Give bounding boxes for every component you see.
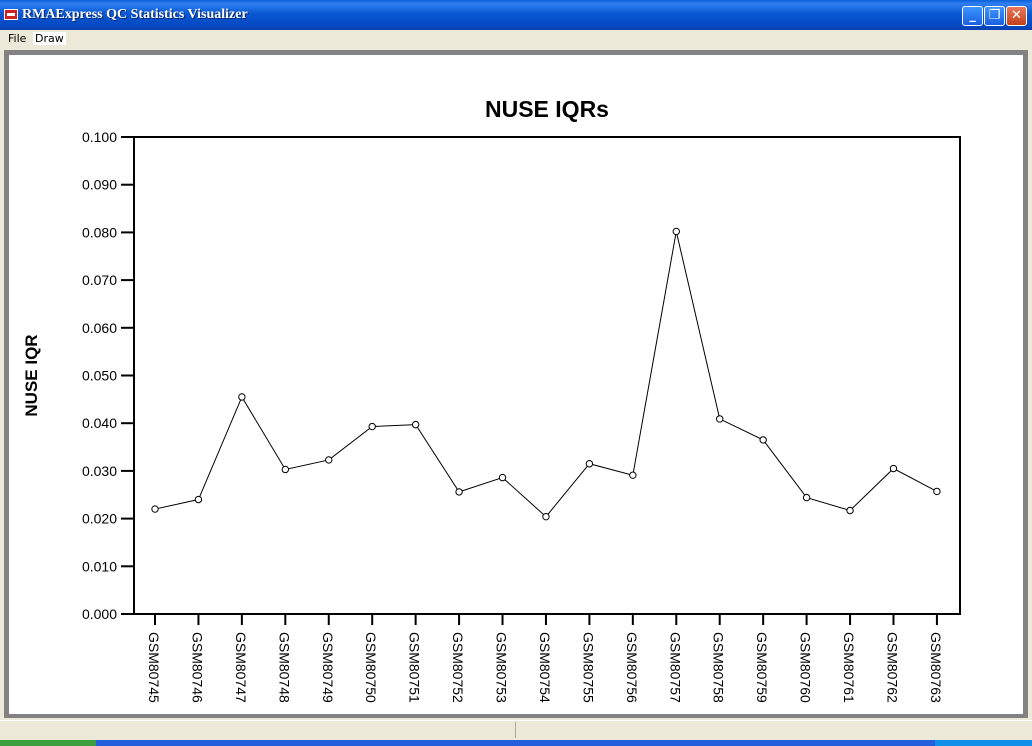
data-point-marker [194,495,203,504]
x-tick-label: GSM80748 [276,632,292,703]
x-tick-label: GSM80753 [494,632,510,703]
y-tick-label: 0.060 [82,320,117,336]
data-point-marker [325,456,333,464]
x-tick-label: GSM80757 [667,632,683,703]
x-tick-label: GSM80763 [928,632,944,703]
y-tick-label: 0.020 [82,511,117,527]
maximize-button[interactable]: ❐ [984,6,1005,26]
data-point-marker [672,227,680,236]
data-point-marker [281,465,290,474]
x-tick-label: GSM80761 [841,632,857,703]
window-titlebar[interactable]: RMAExpress QC Statistics Visualizer _ ❐ … [0,0,1032,30]
x-tick-label: GSM80750 [363,632,379,703]
taskbar [0,740,1032,746]
y-tick-label: 0.050 [82,368,117,384]
data-point-marker [933,487,941,496]
plot-area-frame [133,136,961,615]
app-icon[interactable] [4,9,18,20]
menu-draw[interactable]: Draw [33,32,66,45]
nuse-iqr-chart: NUSE IQRs NUSE IQR 0.000 0.010 0.020 0.030 0.0… [22,96,961,703]
x-tick-label: GSM80751 [407,632,423,703]
menu-file[interactable]: File [8,32,27,45]
x-tick-label: GSM80745 [146,632,162,703]
data-point-marker [585,460,594,468]
close-button[interactable]: ✕ [1006,6,1027,26]
window-title: RMAExpress QC Statistics Visualizer [22,7,248,22]
data-point-marker [716,415,724,423]
data-point-marker [759,436,767,444]
x-tick-label: GSM80746 [189,632,205,703]
x-tick-label: GSM80752 [450,632,466,703]
x-tick-label: GSM80754 [537,632,553,703]
y-axis-label: NUSE IQR [22,334,41,416]
data-point-marker [846,506,854,515]
y-tick-label: 0.090 [82,177,117,193]
y-tick-label: 0.030 [82,463,117,479]
y-tick-label: 0.040 [82,415,117,431]
system-tray [935,740,1032,746]
x-tick-label: GSM80755 [580,632,596,703]
data-point-marker [368,422,376,431]
x-tick-label: GSM80762 [884,632,900,703]
data-point-marker [889,464,898,473]
data-point-marker [542,512,550,521]
series-line [154,231,938,518]
data-point-marker [238,393,246,401]
menu-bar: File Draw [0,30,1032,48]
chart-canvas: NUSE IQRs NUSE IQR 0.000 0.010 0.020 0.030 0.0… [9,55,1023,714]
x-tick-label: GSM80760 [798,632,814,703]
data-point-marker [411,420,420,429]
x-tick-label: GSM80756 [624,632,640,703]
data-point-marker [802,493,811,502]
y-tick-label: 0.070 [82,272,117,288]
x-tick-label: GSM80749 [320,632,336,703]
status-divider [515,722,516,738]
status-bar [0,720,1032,739]
chart-title: NUSE IQRs [485,96,609,122]
chart-canvas-frame: NUSE IQRs NUSE IQR 0.000 0.010 0.020 0.030 0.0… [4,50,1028,718]
y-tick-label: 0.100 [82,129,117,145]
data-point-marker [629,471,637,479]
data-point-marker [455,488,463,496]
data-point-marker [151,505,159,513]
y-tick-label: 0.000 [82,606,117,622]
x-tick-label: GSM80747 [233,632,249,703]
start-button[interactable] [0,740,96,746]
x-tick-label: GSM80758 [711,632,727,703]
minimize-button[interactable]: _ [962,6,983,26]
y-tick-label: 0.080 [82,224,117,240]
y-tick-label: 0.010 [82,558,117,574]
data-point-marker [498,473,507,482]
x-tick-label: GSM80759 [754,632,770,703]
